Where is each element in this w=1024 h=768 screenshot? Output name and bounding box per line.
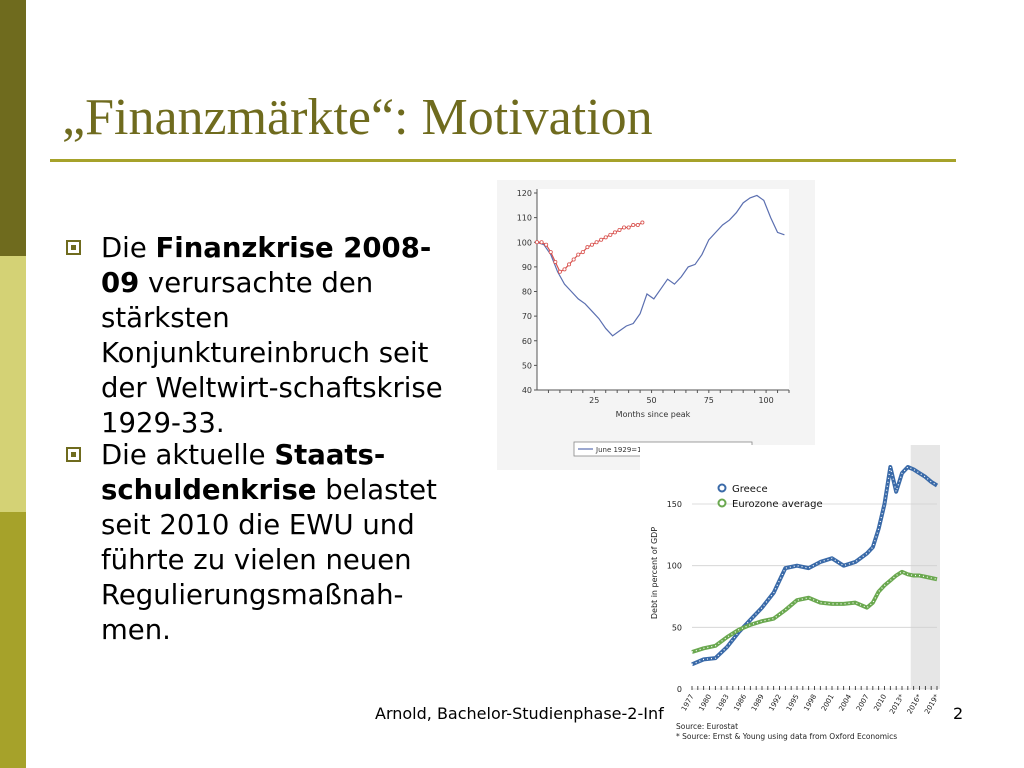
square-bullet-icon bbox=[66, 240, 81, 255]
x-tick-label: 1983 bbox=[715, 693, 731, 712]
y-tick-label: 0 bbox=[677, 685, 682, 694]
series-2-point bbox=[535, 240, 540, 245]
x-tick-label: 1980 bbox=[697, 693, 713, 712]
bullet-bold-term: Staats-schuldenkrise bbox=[101, 439, 386, 506]
accent-bar-middle bbox=[0, 256, 26, 512]
square-bullet-icon bbox=[66, 447, 81, 462]
page-number: 2 bbox=[953, 704, 964, 723]
legend-marker-greece bbox=[717, 483, 727, 493]
y-tick-label: 110 bbox=[517, 214, 532, 223]
bullet-text-1: Die Finanzkrise 2008-09 verursachte den … bbox=[101, 231, 446, 441]
title-divider bbox=[50, 159, 956, 162]
series-2-point bbox=[544, 242, 549, 247]
x-tick-label: 1992 bbox=[767, 693, 783, 712]
x-tick-label: 50 bbox=[646, 396, 656, 405]
legend-label-eurozone: Eurozone average bbox=[732, 499, 823, 510]
series-2-point bbox=[608, 232, 613, 237]
x-tick-label: 2019* bbox=[923, 693, 940, 716]
series-2-point bbox=[557, 269, 562, 274]
series-dots-2 bbox=[691, 571, 938, 653]
y-tick-label: 70 bbox=[522, 312, 532, 321]
slide-title: „Finanzmärkte“: Motivation bbox=[62, 89, 653, 146]
series-2-point bbox=[594, 240, 599, 245]
bullet-item-1: Die Finanzkrise 2008-09 verursachte den … bbox=[66, 231, 446, 441]
x-tick-label: 1995 bbox=[785, 693, 801, 712]
legend-label-1: June 1929=100 bbox=[595, 446, 651, 454]
x-tick-label: 1989 bbox=[750, 693, 766, 712]
accent-bar-bottom bbox=[0, 512, 26, 768]
x-tick-label: 2013* bbox=[888, 693, 906, 716]
source-note-1: Source: Eurostat bbox=[676, 722, 738, 731]
x-tick-label: 75 bbox=[704, 396, 714, 405]
series-2-point bbox=[585, 245, 590, 250]
x-tick-label: 2004 bbox=[837, 693, 853, 713]
series-2-point bbox=[567, 262, 572, 267]
bullet-text-part: verursachte den stärksten Konjunktureinb… bbox=[101, 267, 443, 439]
legend-label-greece: Greece bbox=[732, 484, 768, 495]
bullet-text-part: Die bbox=[101, 232, 156, 264]
x-tick-label: 25 bbox=[589, 396, 599, 405]
accent-bar-top bbox=[0, 0, 26, 256]
series-2-point bbox=[539, 240, 544, 245]
y-tick-label: 150 bbox=[667, 500, 682, 509]
crisis-comparison-svg: 120 110 100 90 80 70 60 50 40 25 50 75 100 Months sin… bbox=[517, 189, 790, 457]
series-dots-1 bbox=[691, 466, 938, 665]
bullet-bold-term: Finanzkrise 2008-09 bbox=[101, 232, 432, 299]
series-2-point bbox=[612, 230, 617, 235]
footer-text: Arnold, Bachelor-Studienphase-2-Inf bbox=[375, 704, 664, 723]
y-tick-label: 120 bbox=[517, 189, 532, 198]
y-tick-label: 40 bbox=[522, 386, 532, 395]
forecast-shading bbox=[910, 445, 940, 689]
bullet-item-2: Die aktuelle Staats-schuldenkrise belast… bbox=[66, 438, 446, 648]
series-2-point bbox=[635, 223, 640, 228]
y-axis-title: Debt in percent of GDP bbox=[650, 527, 659, 619]
series-2-point bbox=[580, 250, 585, 255]
x-tick-label: 2010 bbox=[872, 693, 888, 712]
series-2-point bbox=[548, 250, 553, 255]
x-tick-label: 2001 bbox=[820, 693, 836, 712]
series-2-point bbox=[571, 257, 576, 262]
series-2-point bbox=[603, 235, 608, 240]
x-tick-label: 1977 bbox=[680, 693, 696, 712]
series-2-point bbox=[622, 225, 627, 230]
y-tick-label: 80 bbox=[522, 288, 532, 297]
bullet-text-part: Die aktuelle bbox=[101, 439, 275, 471]
series-line-2 bbox=[691, 569, 938, 654]
series-2-point bbox=[640, 220, 645, 225]
series-2-point bbox=[631, 223, 636, 228]
plot-area bbox=[537, 189, 789, 390]
series-2-point bbox=[617, 227, 622, 232]
greece-debt-chart: 0 50 100 150 Debt in percent of GDP 1977 1980 1… bbox=[640, 445, 941, 745]
series-2-point bbox=[626, 225, 631, 230]
series-line-1 bbox=[536, 194, 785, 337]
x-tick-label: 1998 bbox=[802, 693, 818, 712]
y-tick-label: 100 bbox=[517, 238, 532, 247]
x-axis-title: Months since peak bbox=[616, 410, 691, 419]
series-2-point bbox=[599, 237, 604, 242]
y-tick-label: 50 bbox=[672, 623, 682, 632]
source-note-2: * Source: Ernst & Young using data from … bbox=[676, 732, 897, 741]
crisis-comparison-chart: 120 110 100 90 80 70 60 50 40 25 50 75 100 Months sin… bbox=[497, 180, 815, 470]
series-2-point bbox=[589, 242, 594, 247]
series-2-point bbox=[576, 252, 581, 257]
x-tick-label: 1986 bbox=[732, 693, 748, 713]
bullet-text-part: belastet seit 2010 die EWU und führte zu… bbox=[101, 474, 437, 646]
series-2-point bbox=[562, 267, 567, 272]
series-2-point bbox=[553, 259, 558, 264]
x-tick-label: 2016* bbox=[906, 693, 924, 716]
bullet-text-2: Die aktuelle Staats-schuldenkrise belast… bbox=[101, 438, 446, 648]
y-tick-label: 50 bbox=[522, 361, 532, 370]
legend-marker-eurozone bbox=[717, 498, 727, 508]
y-tick-label: 60 bbox=[522, 337, 532, 346]
x-tick-label: 100 bbox=[758, 396, 773, 405]
y-tick-label: 100 bbox=[667, 562, 682, 571]
y-tick-label: 90 bbox=[522, 263, 532, 272]
x-tick-label: 2007 bbox=[855, 693, 871, 712]
